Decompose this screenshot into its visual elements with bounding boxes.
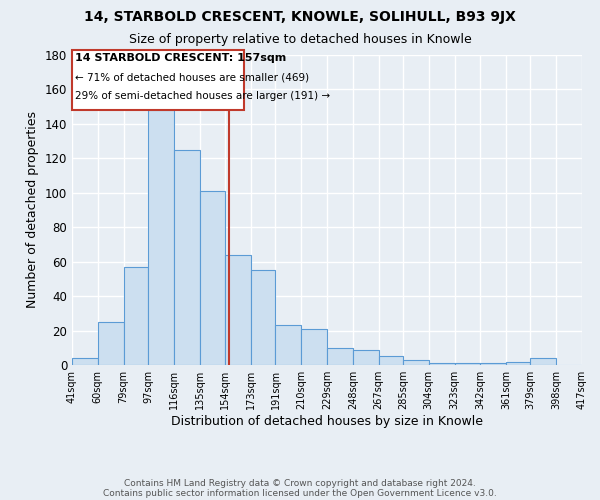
Bar	[275, 326, 301, 365]
Text: 14 STARBOLD CRESCENT: 157sqm: 14 STARBOLD CRESCENT: 157sqm	[75, 54, 286, 64]
Text: ← 71% of detached houses are smaller (469): ← 71% of detached houses are smaller (46…	[75, 72, 309, 82]
Bar	[72, 358, 98, 365]
Bar	[506, 362, 530, 365]
X-axis label: Distribution of detached houses by size in Knowle: Distribution of detached houses by size …	[171, 415, 483, 428]
Text: 14, STARBOLD CRESCENT, KNOWLE, SOLIHULL, B93 9JX: 14, STARBOLD CRESCENT, KNOWLE, SOLIHULL,…	[84, 10, 516, 24]
Text: Contains public sector information licensed under the Open Government Licence v3: Contains public sector information licen…	[103, 488, 497, 498]
Bar	[403, 360, 429, 365]
Bar	[199, 191, 225, 365]
Bar	[530, 358, 556, 365]
Bar	[98, 322, 124, 365]
Bar	[301, 329, 327, 365]
Bar	[429, 364, 455, 365]
Bar	[148, 110, 174, 365]
Bar	[480, 364, 506, 365]
Text: Size of property relative to detached houses in Knowle: Size of property relative to detached ho…	[128, 32, 472, 46]
Bar	[327, 348, 353, 365]
Bar	[225, 255, 251, 365]
FancyBboxPatch shape	[72, 50, 244, 110]
Bar	[124, 267, 148, 365]
Bar	[455, 364, 480, 365]
Bar	[379, 356, 403, 365]
Text: 29% of semi-detached houses are larger (191) →: 29% of semi-detached houses are larger (…	[75, 91, 330, 101]
Bar	[353, 350, 379, 365]
Text: Contains HM Land Registry data © Crown copyright and database right 2024.: Contains HM Land Registry data © Crown c…	[124, 478, 476, 488]
Y-axis label: Number of detached properties: Number of detached properties	[26, 112, 39, 308]
Bar	[251, 270, 275, 365]
Bar	[174, 150, 199, 365]
